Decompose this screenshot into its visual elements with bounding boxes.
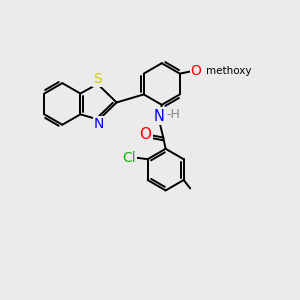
Text: -H: -H [166, 108, 180, 122]
Text: N: N [153, 109, 164, 124]
Text: methoxy: methoxy [206, 66, 251, 76]
Text: Cl: Cl [123, 151, 136, 165]
Text: O: O [140, 127, 152, 142]
Text: S: S [94, 72, 102, 86]
Text: N: N [94, 117, 104, 131]
Text: O: O [191, 64, 202, 78]
Bar [203, 67, 238, 76]
